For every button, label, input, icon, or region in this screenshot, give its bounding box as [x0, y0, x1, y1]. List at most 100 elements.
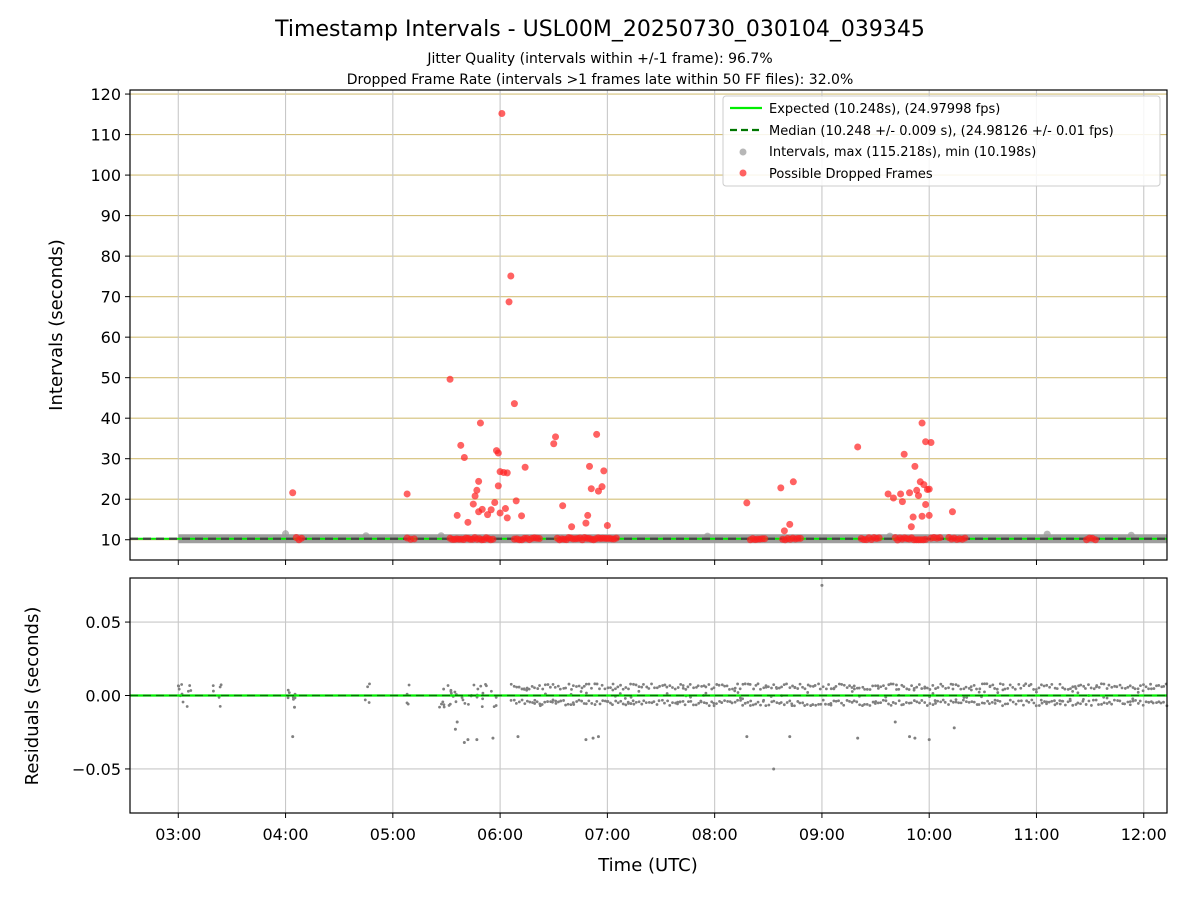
residual-point [1025, 699, 1029, 703]
residual-point [1087, 683, 1090, 687]
residual-point [1092, 687, 1096, 691]
residual-point [188, 684, 192, 687]
residual-point [931, 684, 935, 687]
residual-point [292, 705, 296, 709]
residual-point [291, 735, 295, 739]
residual-point [772, 767, 776, 771]
dropped-frame-point [918, 512, 926, 520]
residual-point [793, 685, 797, 689]
residual-point [894, 702, 898, 705]
residual-point [1144, 700, 1148, 704]
chart-title: Timestamp Intervals - USL00M_20250730_03… [274, 17, 925, 42]
residual-point [541, 687, 545, 691]
residual-point [569, 703, 573, 707]
residual-point [868, 704, 872, 707]
residual-point [832, 699, 836, 703]
residual-point [752, 687, 755, 691]
residual-point [980, 701, 984, 705]
residual-point [1014, 702, 1018, 706]
residual-point [829, 687, 833, 691]
residual-point [1063, 687, 1067, 691]
residual-point [1045, 683, 1049, 687]
residual-point [681, 684, 685, 687]
residual-point [806, 683, 810, 687]
residual-point [748, 683, 752, 686]
dropped-frame-point [786, 520, 794, 528]
dropped-frame-point [494, 449, 502, 457]
residual-point [587, 699, 591, 703]
dropped-frame-point [471, 492, 479, 500]
dropped-frame-point [925, 511, 933, 519]
dropped-frame-point [587, 485, 595, 493]
residual-point [725, 684, 729, 688]
residual-point [1001, 704, 1004, 708]
residual-point [850, 686, 854, 689]
residual-point [454, 700, 458, 704]
residual-point [212, 689, 215, 693]
residual-point [743, 701, 747, 705]
residual-point [1061, 686, 1065, 690]
residual-point [819, 702, 823, 706]
residual-point [584, 738, 588, 742]
residual-point [609, 686, 612, 690]
dropped-frame-point [489, 535, 497, 543]
x-tick-label: 04:00 [262, 825, 308, 844]
residual-point [775, 701, 779, 705]
residual-point [876, 686, 880, 690]
residual-point [551, 698, 555, 702]
residual-point [368, 682, 371, 686]
residual-point [817, 702, 820, 706]
residual-point [785, 701, 789, 704]
residual-point [642, 682, 645, 686]
residual-point [440, 702, 443, 706]
residual-point [978, 687, 982, 691]
residual-point [947, 686, 950, 690]
residual-point [1058, 682, 1062, 686]
residual-point [1118, 683, 1122, 687]
residual-point [566, 702, 570, 706]
residual-point [587, 682, 591, 686]
residual-point [1060, 699, 1064, 703]
residual-point [949, 699, 953, 703]
residual-point [990, 700, 994, 704]
residual-point [699, 699, 703, 703]
interval-point [1043, 530, 1051, 538]
residual-point [611, 688, 615, 692]
residual-point [928, 688, 932, 691]
residual-point [900, 683, 904, 687]
residual-point [1071, 690, 1075, 693]
residual-point [598, 687, 601, 691]
dropped-frame-point [911, 462, 919, 470]
residual-point [1071, 703, 1075, 707]
residual-point [632, 682, 635, 686]
residual-point [663, 701, 666, 705]
dropped-frame-point [585, 462, 593, 470]
residual-point [1043, 700, 1046, 703]
residual-point [366, 685, 370, 689]
dropped-frame-point [289, 489, 297, 497]
intervals-y-tick-label: 110 [90, 126, 121, 145]
residual-point [593, 682, 597, 686]
residual-point [881, 698, 885, 702]
residual-point [855, 700, 859, 704]
residual-point [772, 699, 776, 703]
residual-point [712, 701, 716, 705]
residual-point [671, 701, 674, 704]
residual-point [1097, 703, 1100, 706]
legend-median-label: Median (10.248 +/- 0.009 s), (24.98126 +… [769, 124, 1114, 139]
residual-point [759, 687, 762, 691]
residual-point [1022, 703, 1025, 707]
residual-point [814, 703, 818, 707]
residual-point [367, 701, 371, 704]
dropped-frame-point [612, 534, 620, 542]
residual-point [554, 701, 558, 705]
residual-point [837, 699, 840, 703]
residual-point [517, 700, 521, 704]
residual-point [766, 685, 770, 689]
residual-point [809, 684, 812, 688]
residual-point [891, 682, 895, 686]
residual-point [467, 702, 470, 706]
residual-point [1055, 687, 1059, 691]
dropped-frame-point [936, 534, 944, 542]
residual-point [824, 702, 827, 706]
